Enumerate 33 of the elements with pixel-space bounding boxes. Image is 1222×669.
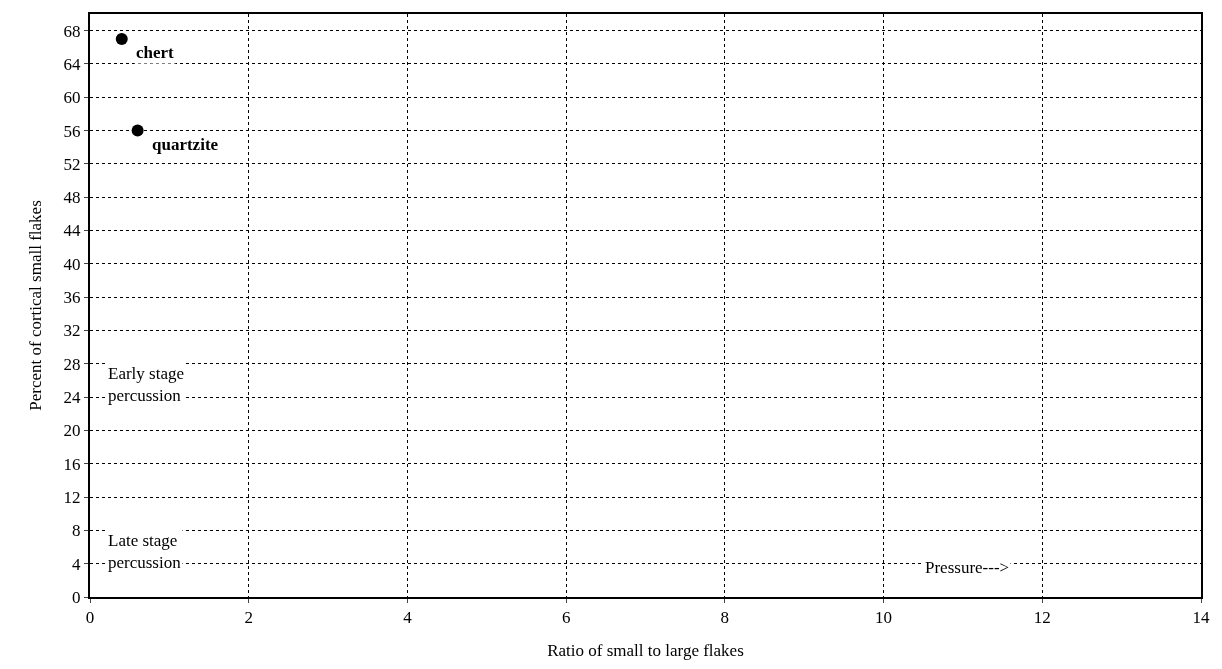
y-tick-label: 56 <box>63 121 81 141</box>
annotation: Pressure---> <box>925 558 1010 577</box>
x-tick-label: 6 <box>561 608 571 628</box>
x-axis-title: Ratio of small to large flakes <box>547 641 744 661</box>
x-tick-label: 14 <box>1192 608 1210 628</box>
y-tick-label: 0 <box>72 587 81 607</box>
y-tick-label: 44 <box>63 221 82 241</box>
annotation: Late stage percussion <box>108 531 182 573</box>
y-tick-label: 36 <box>63 288 81 308</box>
y-tick-label: 40 <box>63 254 81 274</box>
x-tick-label: 8 <box>720 608 730 628</box>
y-tick-label: 8 <box>72 521 81 541</box>
y-tick-label: 60 <box>63 88 81 108</box>
y-axis-title: Percent of cortical small flakes <box>25 200 45 411</box>
y-tick-label: 48 <box>63 188 81 208</box>
annotation: Early stage percussion <box>108 364 184 406</box>
x-tick-label: 10 <box>875 608 893 628</box>
y-tick-label: 64 <box>63 54 82 74</box>
y-tick-label: 4 <box>72 554 82 574</box>
y-tick-label: 24 <box>63 388 82 408</box>
annotation: quartzite <box>152 135 219 154</box>
y-tick-label: 28 <box>63 354 81 374</box>
y-tick-label: 32 <box>63 321 81 341</box>
x-tick-label: 0 <box>85 608 95 628</box>
y-tick-label: 20 <box>63 421 81 441</box>
annotation: chert <box>136 43 175 62</box>
y-tick-label: 16 <box>63 454 81 474</box>
y-tick-label: 12 <box>63 488 81 508</box>
x-tick-label: 12 <box>1033 608 1051 628</box>
y-tick-label: 52 <box>63 154 81 174</box>
x-tick-label: 4 <box>403 608 413 628</box>
x-tick-label: 2 <box>244 608 253 628</box>
y-tick-label: 68 <box>63 21 81 41</box>
